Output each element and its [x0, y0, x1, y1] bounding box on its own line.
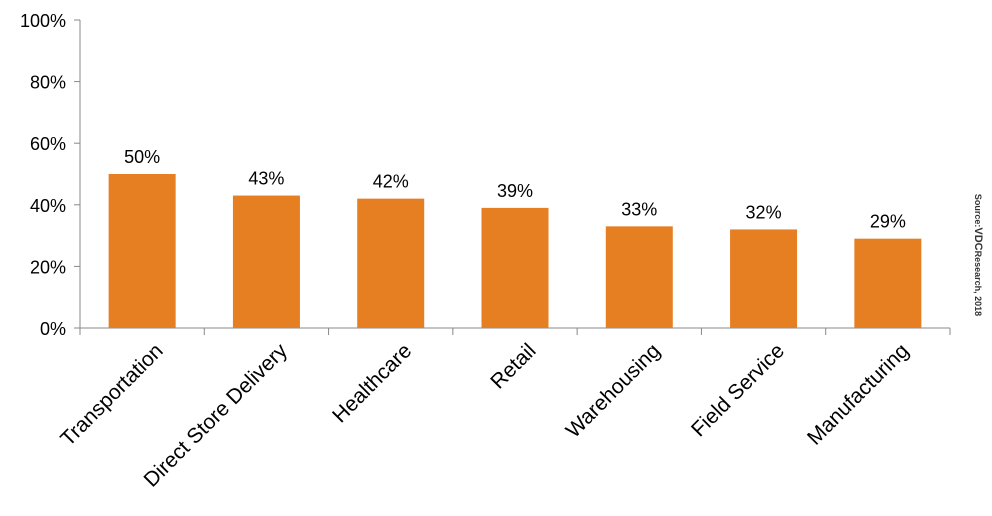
- bar: [108, 174, 176, 328]
- data-label: 50%: [124, 147, 160, 167]
- bar: [357, 198, 425, 328]
- x-tick-label: Retail: [486, 339, 540, 393]
- x-tick-label: Warehousing: [562, 339, 665, 442]
- data-label: 42%: [373, 172, 409, 192]
- bar: [730, 229, 798, 328]
- data-label: 33%: [621, 199, 657, 219]
- bar: [605, 226, 673, 328]
- chart-bars: [108, 174, 922, 328]
- x-tick-label: Manufacturing: [803, 339, 913, 449]
- x-tick-label: Healthcare: [328, 339, 416, 427]
- bar: [232, 195, 300, 328]
- data-label: 32%: [746, 202, 782, 222]
- data-label: 39%: [497, 181, 533, 201]
- x-tick-label: Field Service: [687, 339, 789, 441]
- chart-axes: 0% 20% 40% 60% 80% 100%: [20, 11, 951, 339]
- source-note: Source:VDCResearch, 2018: [972, 194, 984, 316]
- bar: [854, 238, 922, 328]
- y-tick-label: 20%: [30, 257, 66, 277]
- x-tick-label: Transportation: [56, 339, 167, 450]
- y-tick-label: 80%: [30, 73, 66, 93]
- source-prefix: Source:: [973, 194, 983, 228]
- x-tick-label: Direct Store Delivery: [140, 339, 293, 492]
- y-tick-label: 40%: [30, 196, 66, 216]
- data-label: 43%: [248, 169, 284, 189]
- source-brand: VDC: [972, 227, 984, 250]
- svg-text:Source:VDCResearch, 2018: Source:VDCResearch, 2018: [972, 194, 984, 316]
- y-tick-label: 100%: [20, 11, 66, 31]
- y-tick-label: 0%: [40, 319, 66, 339]
- bar: [481, 207, 549, 328]
- source-suffix: Research, 2018: [973, 251, 983, 317]
- y-tick-label: 60%: [30, 134, 66, 154]
- data-label: 29%: [870, 212, 906, 232]
